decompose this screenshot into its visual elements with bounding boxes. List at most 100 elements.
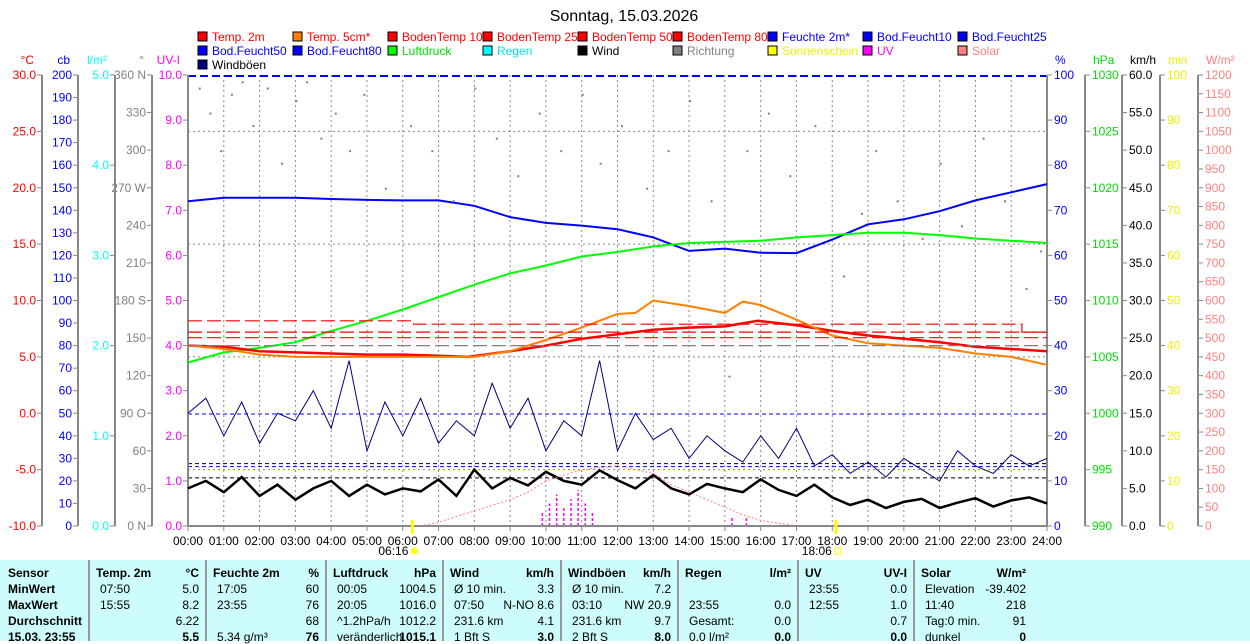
axis-tick-label: 1.0 [92,429,109,443]
axis-tick-label: 8.0 [165,158,182,172]
legend-label: Bod.Feucht50 [212,44,287,58]
cell-value: 1012.2 [399,614,436,628]
axis-tick-label: 1000 [1092,406,1119,420]
cell-label: 23:55 [809,582,840,596]
axis-tick-label: 200 [1205,444,1225,458]
axis-tick-label: 50 [59,406,73,420]
time-tick-label: 03:00 [280,534,310,548]
axis-C: °C -10.0 -5.0 0.0 5.0 10.0 15.0 20.0 25.0 30.0 [9,53,43,533]
axis-tick-label: 650 [1205,275,1225,289]
cell-label: Elevation [925,582,975,596]
axis-tick-label: -10.0 [9,519,37,533]
legend-label: Bod.Feucht80 [307,44,382,58]
direction-point [306,81,309,84]
legend-label: Luftdruck [402,44,452,58]
axis-tick-label: 150 [126,331,146,345]
axis-tick-label: 60 [1167,248,1181,262]
axis-tick-label: 25.0 [1129,331,1153,345]
axis-tick-label: 20.0 [1129,369,1153,383]
axis-unit: l/m² [87,53,107,67]
cell-label: 231.6 km [454,614,504,628]
legend-item: BodenTemp 25 [482,30,578,44]
axis-tick-label: 160 [52,158,72,172]
time-tick-label: 04:00 [316,534,346,548]
legend-label: Solar [972,44,1000,58]
axis-min: min 0 10 20 30 40 50 60 70 80 90 100 [1159,53,1187,533]
axis-tick-label: 990 [1092,519,1112,533]
time-tick-label: 20:00 [889,534,919,548]
axis-tick-label: 900 [1205,181,1225,195]
direction-point [517,175,520,178]
direction-point [295,100,298,103]
direction-point [1004,200,1007,203]
axis-tick-label: 20 [59,474,73,488]
axis-tick-label: 100 [1054,68,1074,82]
column-header: Solar [921,566,952,580]
axis-tick-label: 170 [52,136,72,150]
cell-value: 3.3 [537,582,554,596]
axis-tick-label: 60 [1054,248,1068,262]
cell-value: NW 20.9 [624,598,671,612]
axis-tick-label: 130 [52,226,72,240]
legend-item: BodenTemp 10 [387,30,483,44]
stats-table: Sensor MinWert MaxWert Durchschnitt 15.03. 2… [0,560,1250,644]
direction-point [1039,250,1042,253]
axis-tick-label: 40 [1054,339,1068,353]
cell-label: 1 Bft S [454,630,491,644]
axis-tick-label: 6.0 [165,248,182,262]
time-tick-label: 21:00 [925,534,955,548]
axis-tick-label: 0 [1054,519,1061,533]
column-unit: hPa [413,566,436,580]
axis-tick-label: 20.0 [13,181,37,195]
axis-tick-label: 1050 [1205,124,1232,138]
legend-item: Richtung [672,44,734,58]
axis-tick-label: 3.0 [165,384,182,398]
axis-tick-label: 70 [1054,203,1068,217]
time-tick-label: 14:00 [674,534,704,548]
time-tick-label: 24:00 [1032,534,1062,548]
direction-point [198,87,201,90]
legend-swatch [767,45,778,56]
cell-value: 3.0 [537,630,554,644]
sunset-icon [834,547,842,555]
cell-label: 2 Bft S [572,630,609,644]
legend-swatch [672,45,683,56]
column-unit: l/m² [769,566,791,580]
axis-tick-label: 240 [126,218,146,232]
axis-tick-label: 360 N [114,68,146,82]
direction-point [266,87,269,90]
direction-point [431,150,434,153]
chart-title: Sonntag, 15.03.2026 [550,8,699,25]
axis-tick-label: 100 [1205,481,1225,495]
axis-tick-label: 800 [1205,218,1225,232]
direction-point [667,150,670,153]
axis-unit: km/h [1130,53,1156,67]
axis-tick-label: 140 [52,203,72,217]
cell-value: 8.0 [654,630,671,644]
axis-tick-label: 20 [1167,429,1181,443]
axis-tick-label: 1.0 [165,474,182,488]
axis-tick-label: 210 [126,256,146,270]
direction-point [320,137,323,140]
column-solar: Solar W/m² Elevation -39.402 11:40 218 Tag:0 m… [913,560,1034,644]
legend-label: BodenTemp 50 [592,30,673,44]
axis-tick-label: 0.0 [165,519,182,533]
direction-point [409,125,412,128]
legend-item: Feuchte 2m* [767,30,850,44]
legend-swatch [577,45,588,56]
cell-label: 231.6 km [572,614,622,628]
direction-point [646,187,649,190]
cell-value: 76 [305,598,319,612]
axis-tick-label: 350 [1205,387,1225,401]
direction-point [1025,287,1028,290]
series-wind [187,467,1048,510]
axis-tick-label: 300 [126,143,146,157]
axis-tick-label: 90 [1167,113,1181,127]
axis-tick-label: 10.0 [1129,444,1153,458]
direction-point [384,187,387,190]
legend-label: Regen [497,44,532,58]
legend-label: UV [877,44,894,58]
column-unit: °C [185,566,199,580]
axis-tick-label: 1020 [1092,181,1119,195]
column-header: Windböen [568,566,626,580]
